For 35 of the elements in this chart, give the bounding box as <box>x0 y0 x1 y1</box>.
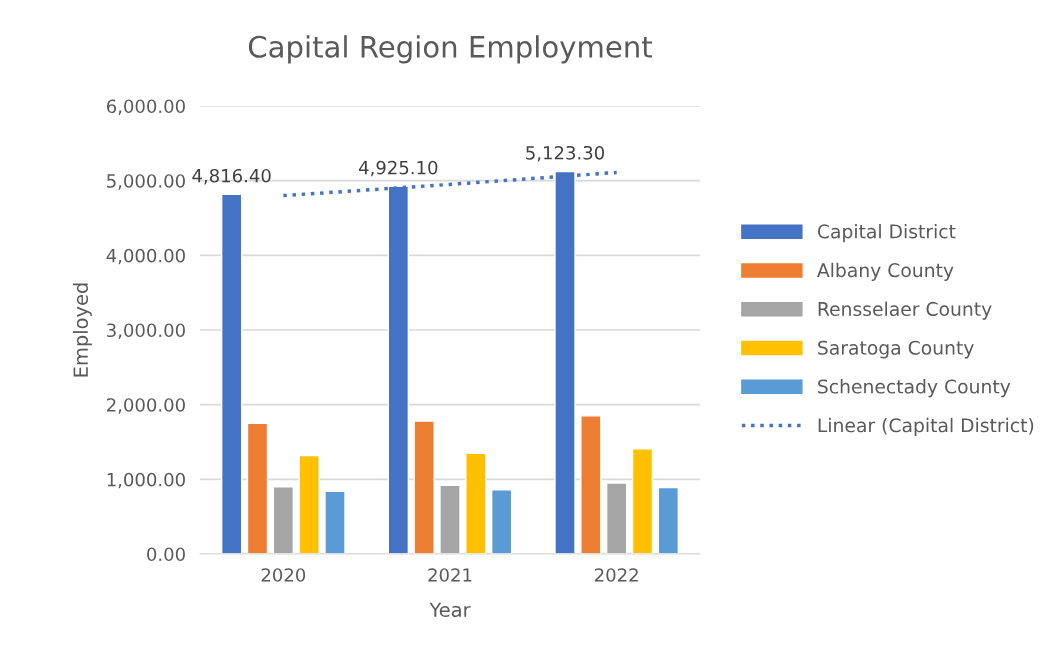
bar <box>246 422 269 554</box>
bar <box>413 420 435 554</box>
y-tick-label: 3,000.00 <box>107 323 185 339</box>
legend-label: Schenectady County <box>818 379 1011 398</box>
x-tick-label: 2022 <box>595 568 638 582</box>
bar <box>465 452 487 554</box>
y-tick-label: 2,000.00 <box>107 398 185 414</box>
y-axis-title: Employed <box>73 283 92 377</box>
bar <box>657 486 680 554</box>
bar <box>631 448 654 554</box>
y-tick-label: 4,000.00 <box>106 248 185 265</box>
bar <box>220 193 243 554</box>
data-label: 4,816.40 <box>192 168 271 185</box>
y-tick-label: 1,000.00 <box>107 472 185 489</box>
legend-label: Linear (Capital District) <box>818 417 1034 436</box>
data-label: 4,925.10 <box>359 160 438 177</box>
legend-label: Saratoga County <box>818 340 974 359</box>
bar <box>439 484 461 554</box>
bar <box>605 482 628 554</box>
legend-label: Albany County <box>817 262 954 281</box>
bar <box>272 486 295 554</box>
x-tick-label: 2021 <box>428 568 472 582</box>
y-tick-label: 0.00 <box>147 547 185 562</box>
y-tick-label: 6,000.00 <box>106 99 185 115</box>
bar <box>580 415 602 554</box>
bar <box>298 454 320 554</box>
legend-label: Rensselaer County <box>818 301 992 320</box>
bar <box>490 489 513 554</box>
bar <box>324 490 346 554</box>
y-tick-label: 5,000.00 <box>107 174 185 190</box>
chart-title: Capital Region Employment <box>248 35 653 64</box>
legend-label: Capital District <box>817 224 956 243</box>
x-axis-title: Year <box>429 602 471 618</box>
data-label: 5,123.30 <box>526 145 604 162</box>
x-tick-label: 2020 <box>261 568 306 582</box>
